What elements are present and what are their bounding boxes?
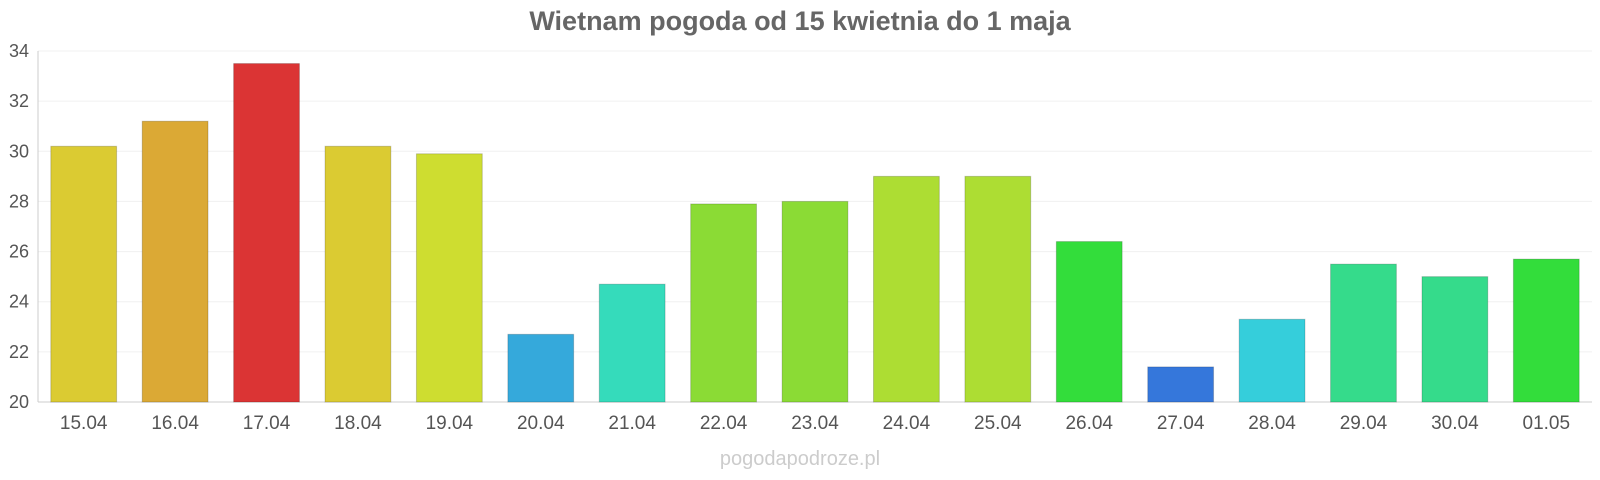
- bar: [1421, 276, 1489, 403]
- y-tick-label: 22: [9, 342, 29, 362]
- bar: [415, 153, 483, 403]
- x-tick-label: 01.05: [1523, 413, 1571, 434]
- x-tick-label: 24.04: [883, 413, 931, 434]
- y-tick-label: 24: [9, 292, 29, 312]
- x-tick-label: 27.04: [1157, 413, 1205, 434]
- bar: [781, 200, 849, 403]
- y-tick-label: 26: [9, 242, 29, 262]
- y-tick-label: 28: [9, 191, 29, 211]
- bar: [233, 63, 300, 403]
- bar: [1147, 366, 1215, 403]
- bar: [690, 203, 757, 403]
- bar: [50, 145, 118, 403]
- x-tick-label: 20.04: [517, 413, 565, 434]
- bar: [141, 120, 209, 403]
- x-tick-label: 21.04: [608, 413, 656, 434]
- x-tick-label: 22.04: [700, 413, 748, 434]
- x-tick-label: 23.04: [791, 413, 839, 434]
- x-tick-label: 25.04: [974, 413, 1022, 434]
- x-tick-label: 30.04: [1431, 413, 1479, 434]
- bar: [964, 175, 1032, 403]
- x-tick-label: 16.04: [151, 413, 199, 434]
- bar: [1238, 318, 1306, 403]
- bar: [1512, 258, 1580, 403]
- bar: [873, 175, 940, 403]
- bar: [507, 333, 575, 403]
- y-tick-label: 30: [9, 141, 29, 161]
- bar: [324, 145, 392, 403]
- x-tick-label: 18.04: [334, 413, 382, 434]
- x-tick-label: 28.04: [1248, 413, 1296, 434]
- bar: [598, 283, 666, 403]
- x-tick-label: 19.04: [426, 413, 474, 434]
- y-tick-label: 34: [9, 41, 29, 61]
- y-tick-label: 20: [9, 392, 29, 412]
- x-tick-label: 26.04: [1065, 413, 1113, 434]
- bar: [1330, 263, 1397, 403]
- watermark: pogodapodroze.pl: [719, 448, 881, 470]
- bar: [1055, 241, 1123, 403]
- x-tick-label: 29.04: [1340, 413, 1388, 434]
- y-tick-label: 32: [9, 91, 29, 111]
- x-tick-label: 17.04: [243, 413, 291, 434]
- x-tick-label: 15.04: [60, 413, 108, 434]
- chart-title: Wietnam pogoda od 15 kwietnia do 1 maja: [529, 6, 1071, 36]
